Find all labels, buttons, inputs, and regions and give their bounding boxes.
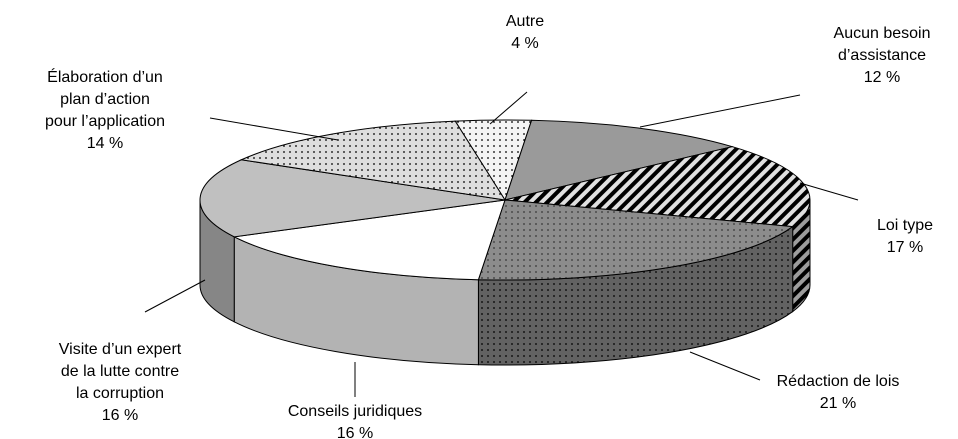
category-label: Conseils juridiques (288, 403, 422, 420)
category-label: Loi type (877, 217, 933, 234)
value-label: 17 % (887, 239, 923, 256)
pie-slice-pattern (455, 120, 532, 200)
category-label: plan d’action (60, 91, 150, 108)
pie-slice (504, 119, 735, 201)
leader-line (799, 182, 859, 201)
leader-line (144, 279, 206, 313)
value-label: 16 % (102, 407, 138, 424)
leader-line (209, 117, 339, 141)
pie-slice (232, 199, 506, 281)
value-label: 14 % (87, 135, 123, 152)
value-label: 16 % (337, 425, 373, 439)
pie-slice-pattern (478, 200, 793, 280)
category-label: la corruption (76, 385, 164, 402)
category-label: Aucun besoin (834, 25, 931, 42)
category-label: Élaboration d’un (47, 67, 163, 86)
leader-line (689, 351, 761, 381)
category-label: Visite d’un expert (59, 341, 182, 358)
labels: Autre 4 % Aucun besoin d’assistance 12 % Loi … (45, 13, 933, 439)
value-label: 21 % (820, 395, 856, 412)
category-label: Rédaction de lois (777, 373, 900, 390)
value-label: 12 % (864, 69, 900, 86)
category-label: de la lutte contre (61, 363, 179, 380)
category-label: d’assistance (838, 47, 926, 64)
pie-slice-pattern (241, 121, 505, 200)
category-label: pour l’application (45, 113, 165, 130)
pie-tops (199, 119, 811, 281)
value-label: 4 % (511, 35, 539, 52)
leader-line (489, 91, 528, 125)
leader-line (639, 94, 801, 128)
category-label: Autre (506, 13, 544, 30)
pie-slice (199, 159, 506, 238)
